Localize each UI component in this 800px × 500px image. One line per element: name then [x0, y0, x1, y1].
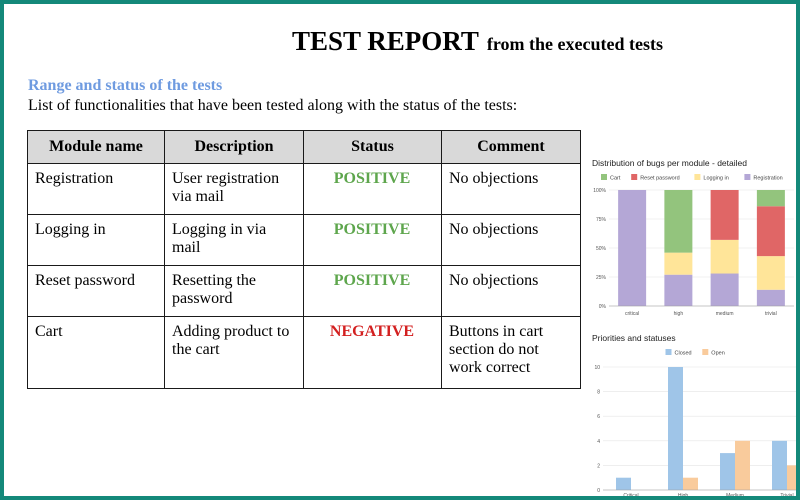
- legend-label-cart: Cart: [610, 176, 621, 182]
- bar-logging-in-medium: [710, 239, 739, 274]
- priorities-chart-title: Priorities and statuses: [592, 333, 676, 343]
- report-title-main: TEST REPORT: [292, 26, 479, 56]
- bar-closed-medium: [720, 453, 735, 490]
- bar-open-high: [683, 477, 698, 490]
- bar-logging-in-trivial: [756, 256, 785, 290]
- priorities-statuses-chart: Closed Open 0 2 4 6 8 10 Critical High Medium Trivi…: [594, 349, 796, 499]
- report-title-sub: from the executed tests: [486, 34, 663, 54]
- x-tick-label: Trivial: [780, 493, 793, 499]
- bar-closed-critical: [616, 477, 631, 490]
- bugs-chart-title: Distribution of bugs per module - detail…: [592, 158, 747, 168]
- column-header-module: Module name: [27, 130, 165, 164]
- test-results-table: Module name Description Status Comment R…: [27, 130, 581, 389]
- bugs-distribution-chart: Cart Reset password Logging in Registration…: [593, 174, 794, 317]
- table-row: Logging in Logging in via mail POSITIVE …: [27, 214, 581, 266]
- table-header-row: Module name Description Status Comment: [27, 130, 581, 164]
- bar-open-trivial: [787, 465, 796, 490]
- bar-registration-trivial: [756, 289, 785, 306]
- x-tick-label: Critical: [623, 493, 638, 499]
- bar-registration-high: [664, 274, 693, 306]
- y-tick-label: 25%: [596, 275, 607, 281]
- y-tick-label: 0: [597, 488, 600, 494]
- cell-description: Logging in via mail: [164, 214, 304, 266]
- legend-swatch-reset-password: [631, 174, 638, 180]
- cell-comment: No objections: [441, 163, 581, 215]
- cell-status: NEGATIVE: [303, 316, 442, 389]
- cell-description: Adding product to the cart: [164, 316, 304, 389]
- legend-swatch-cart: [601, 174, 607, 180]
- cell-comment: No objections: [441, 214, 581, 266]
- bar-reset-password-medium: [710, 190, 739, 240]
- cell-comment: Buttons in cart section do not work corr…: [441, 316, 581, 389]
- y-tick-label: 0%: [599, 304, 607, 310]
- y-tick-label: 50%: [596, 246, 607, 252]
- column-header-description: Description: [164, 130, 304, 164]
- section-heading: Range and status of the tests: [28, 77, 223, 94]
- legend-label-reset-password: Reset password: [640, 176, 679, 182]
- x-tick-label: medium: [716, 311, 734, 317]
- cell-status: POSITIVE: [303, 214, 442, 266]
- bar-logging-in-high: [664, 252, 693, 275]
- x-tick-label: Medium: [726, 493, 744, 499]
- x-tick-label: high: [674, 311, 684, 317]
- cell-status: POSITIVE: [303, 265, 442, 317]
- y-tick-label: 100%: [593, 188, 606, 194]
- section-description: List of functionalities that have been t…: [28, 97, 518, 114]
- x-tick-label: critical: [625, 311, 639, 317]
- legend-label-logging-in: Logging in: [703, 176, 728, 182]
- bar-cart-trivial: [756, 190, 785, 207]
- cell-description: User registration via mail: [164, 163, 304, 215]
- cell-comment: No objections: [441, 265, 581, 317]
- y-tick-label: 10: [594, 365, 600, 371]
- table-row: Reset password Resetting the password PO…: [27, 265, 581, 317]
- bar-registration-critical: [618, 190, 647, 306]
- legend-swatch-closed: [665, 349, 672, 355]
- x-tick-label: trivial: [765, 311, 777, 317]
- legend-swatch-open: [702, 349, 709, 355]
- bar-reset-password-trivial: [756, 206, 785, 257]
- bar-closed-trivial: [772, 440, 787, 490]
- report-title: TEST REPORT from the executed tests: [292, 26, 663, 57]
- bar-closed-high: [668, 367, 683, 490]
- table-row: Registration User registration via mail …: [27, 163, 581, 215]
- legend-swatch-registration: [744, 174, 751, 180]
- legend-label-registration: Registration: [753, 176, 782, 182]
- cell-module: Reset password: [27, 265, 165, 317]
- y-tick-label: 8: [597, 390, 600, 396]
- bar-cart-high: [664, 190, 693, 253]
- column-header-comment: Comment: [441, 130, 581, 164]
- bar-registration-medium: [710, 273, 739, 306]
- legend-swatch-logging-in: [694, 174, 701, 180]
- legend-label-open: Open: [711, 351, 724, 357]
- x-tick-label: High: [678, 493, 689, 499]
- column-header-status: Status: [303, 130, 442, 164]
- legend-label-closed: Closed: [675, 351, 692, 357]
- y-tick-label: 75%: [596, 217, 607, 223]
- bar-open-medium: [735, 440, 750, 490]
- table-row: Cart Adding product to the cart NEGATIVE…: [27, 316, 581, 389]
- cell-status: POSITIVE: [303, 163, 442, 215]
- y-tick-label: 2: [597, 463, 600, 469]
- cell-description: Resetting the password: [164, 265, 304, 317]
- y-tick-label: 4: [597, 439, 600, 445]
- cell-module: Logging in: [27, 214, 165, 266]
- y-tick-label: 6: [597, 414, 600, 420]
- cell-module: Cart: [27, 316, 165, 389]
- cell-module: Registration: [27, 163, 165, 215]
